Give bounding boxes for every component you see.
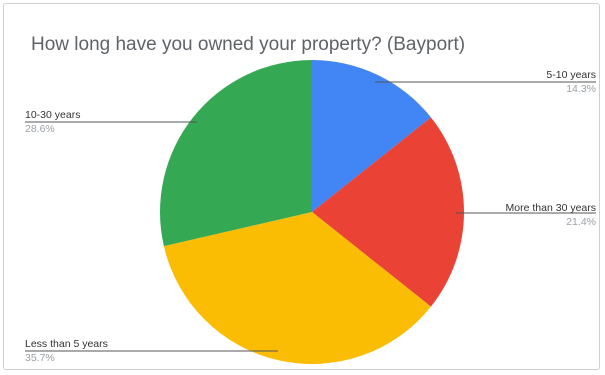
pie-slice-10-30-years — [160, 59, 312, 247]
pie-slices — [160, 59, 464, 365]
slice-label: More than 30 years — [506, 202, 596, 214]
pie-slice-5-10-years — [312, 60, 431, 212]
slice-label: 10-30 years — [25, 109, 80, 121]
slice-percent: 21.4% — [566, 216, 596, 228]
slice-label: 5-10 years — [546, 69, 596, 81]
slice-percent: 28.6% — [25, 123, 55, 135]
pie-slice-more-than-30-years — [312, 117, 464, 307]
chart-title: How long have you owned your property? (… — [31, 34, 466, 55]
slice-percent: 14.3% — [566, 83, 596, 95]
slice-percent: 35.7% — [25, 352, 55, 364]
pie-labels: 5-10 years 14.3% More than 30 years 21.4% Le… — [25, 69, 596, 364]
pie-slice-less-than-5-years — [163, 212, 431, 365]
slice-label: Less than 5 years — [25, 338, 108, 350]
